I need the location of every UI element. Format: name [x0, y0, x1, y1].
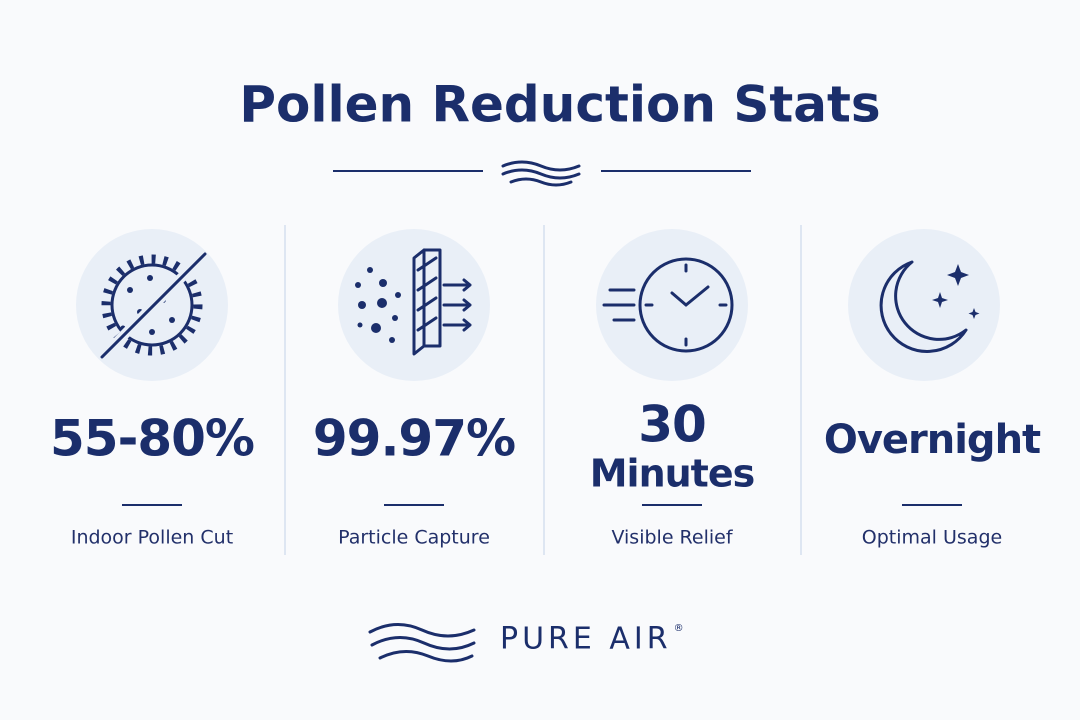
stat-value: Overnight [824, 417, 1041, 463]
stat-value: 55-80% [50, 410, 254, 468]
brand-name: PURE AIR [500, 622, 672, 657]
column-separators [284, 225, 802, 555]
pollen-icon [76, 229, 228, 381]
moon-icon [848, 229, 1000, 381]
stat-label: Particle Capture [338, 527, 490, 549]
stat-label: Visible Relief [611, 527, 733, 549]
brand-mark: ® [674, 623, 684, 634]
stat-label: Indoor Pollen Cut [71, 527, 233, 549]
title-divider [333, 160, 751, 187]
stat-value: 99.97% [313, 410, 515, 468]
filter-icon [338, 229, 490, 381]
brand: PURE AIR ® [368, 622, 684, 663]
stat-label: Optimal Usage [862, 527, 1002, 549]
stat-value: 30 [638, 396, 706, 454]
title: Pollen Reduction Stats [239, 76, 880, 134]
stat-columns: 55-80% Indoor Pollen Cut 99.97% Particle Ca… [50, 396, 1042, 549]
stat-value: Minutes [590, 452, 755, 496]
clock-icon [596, 229, 748, 381]
